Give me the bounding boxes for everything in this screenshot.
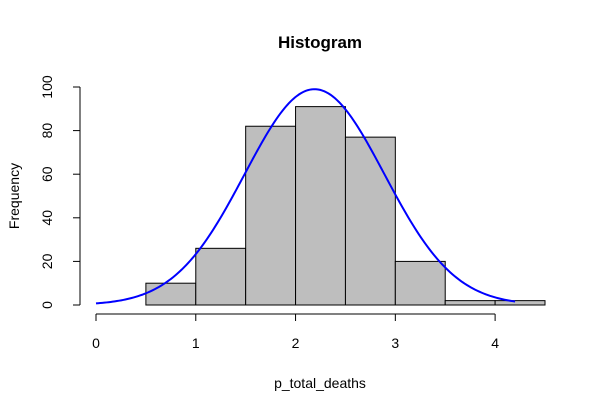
histogram-bar [444, 300, 496, 306]
histogram-bar [295, 106, 346, 306]
histogram-bar [145, 282, 197, 306]
histogram-bar [344, 136, 396, 306]
x-tick-label: 2 [292, 335, 300, 351]
normal-curve-group [95, 88, 516, 305]
x-tick-label: 0 [92, 335, 100, 351]
y-tick-label: 0 [39, 301, 55, 309]
y-axis: 0 20 40 60 80 100 [39, 75, 81, 309]
y-tick-label: 60 [39, 166, 55, 182]
normal-curve-line [95, 88, 516, 305]
y-tick-label: 80 [39, 123, 55, 139]
x-tick-label: 4 [491, 335, 499, 351]
histogram-bar [195, 247, 247, 306]
y-tick-label: 100 [39, 75, 55, 99]
x-tick-label: 1 [192, 335, 200, 351]
y-tick-label: 20 [39, 253, 55, 269]
x-axis: 0 1 2 3 4 [92, 313, 499, 351]
y-axis-label: Frequency [6, 163, 22, 229]
histogram-bar [494, 300, 546, 306]
x-tick-label: 3 [391, 335, 399, 351]
chart-title: Histogram [278, 33, 362, 52]
histogram-bars [145, 106, 546, 306]
x-axis-label: p_total_deaths [274, 375, 366, 391]
y-tick-label: 40 [39, 210, 55, 226]
histogram-bar [394, 260, 446, 306]
histogram-bar [245, 125, 297, 306]
